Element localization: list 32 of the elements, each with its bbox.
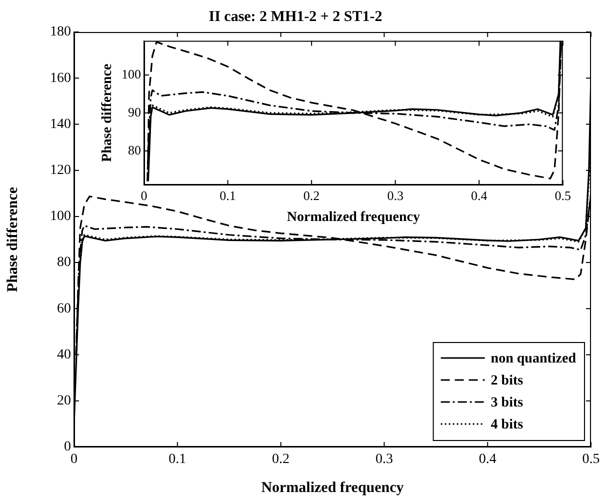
x-axis-title: Normalized frequency — [286, 210, 420, 226]
chart-title: II case: 2 MH1-2 + 2 ST1-2 — [208, 8, 382, 25]
x-tick-label: 0.5 — [554, 188, 571, 204]
y-tick-label: 60 — [57, 301, 71, 316]
y-tick-label: 160 — [50, 70, 71, 86]
y-tick-label: 20 — [57, 394, 71, 409]
y-tick-label: 140 — [50, 116, 71, 132]
y-tick-label: 180 — [50, 24, 71, 40]
y-tick-label: 90 — [128, 104, 141, 120]
x-tick-label: 0.2 — [272, 452, 290, 468]
legend-label: 3 bits — [490, 396, 524, 411]
x-axis-title: Normalized frequency — [261, 480, 404, 496]
x-tick-label: 0.1 — [168, 452, 186, 468]
y-tick-label: 100 — [50, 209, 71, 224]
y-tick-label: 80 — [57, 255, 71, 270]
x-tick-label: 0.4 — [470, 188, 488, 204]
y-axis-title: Phase difference — [4, 186, 21, 292]
y-tick-label: 0 — [64, 440, 71, 455]
x-tick-label: 0.3 — [375, 452, 393, 468]
y-tick-label: 120 — [50, 163, 71, 178]
x-tick-label: 0.1 — [220, 188, 236, 204]
x-tick-label: 0.3 — [387, 188, 404, 204]
y-axis-title: Phase difference — [100, 64, 116, 162]
y-tick-label: 80 — [128, 142, 141, 158]
legend-label: 4 bits — [490, 418, 524, 433]
legend-label: 2 bits — [490, 374, 524, 389]
legend-label: non quantized — [490, 352, 576, 367]
x-tick-label: 0.2 — [303, 188, 320, 204]
y-tick-label: 100 — [122, 66, 141, 82]
y-tick-label: 40 — [57, 347, 71, 362]
x-tick-label: 0.5 — [582, 452, 600, 468]
x-tick-label: 0.4 — [478, 452, 496, 468]
